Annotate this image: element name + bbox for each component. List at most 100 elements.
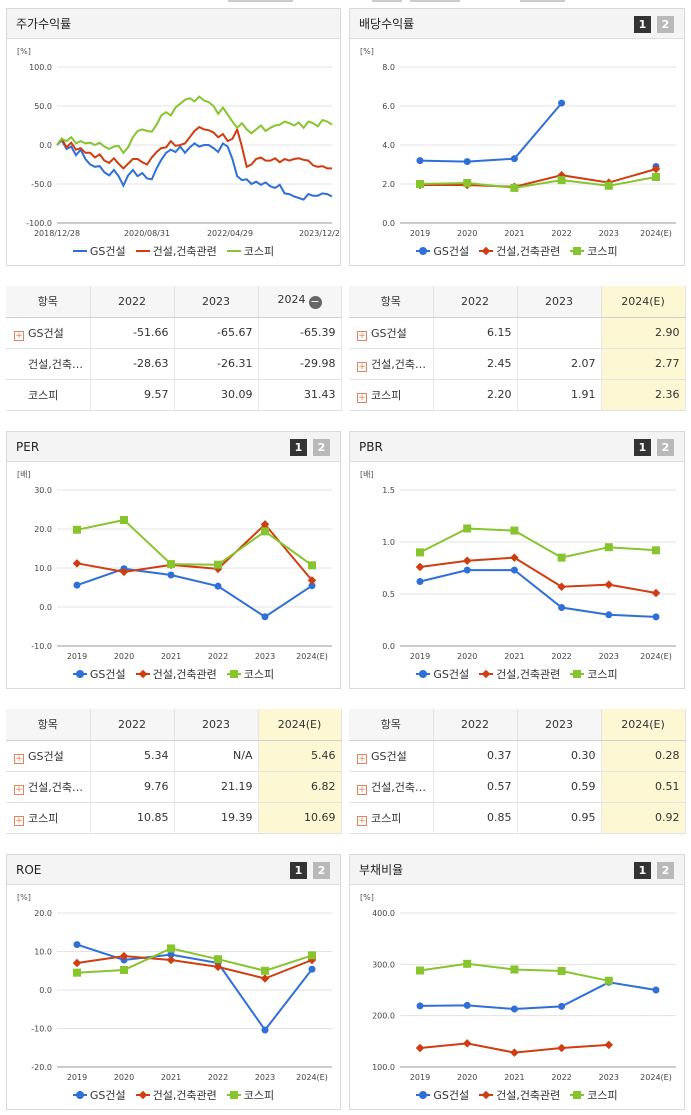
x-tick-label: 2021 [504,1073,524,1082]
data-point-s3 [416,966,424,975]
legend-item-s1[interactable]: GS건설 [72,1087,126,1103]
page-2-button[interactable]: 2 [313,439,330,456]
table-row: + GS건설 6.15 2.90 [349,317,686,349]
page-1-button[interactable]: 1 [634,16,651,33]
legend-marker [72,670,87,678]
data-point-s3 [604,543,613,552]
legend-marker [570,247,585,255]
legend-item-s2[interactable]: 건설,건축관련 [479,666,560,682]
y-tick-label: 0.0 [382,642,395,651]
collapse-icon[interactable]: − [308,295,322,310]
legend-item-s3[interactable]: 코스피 [570,666,618,682]
table-cell: 30.09 [174,379,259,411]
table-cell: 10.69 [258,802,342,834]
legend-marker [135,1091,150,1099]
page-2-button[interactable]: 2 [657,862,674,879]
legend-marker [479,247,494,255]
page-1-button[interactable]: 1 [634,439,651,456]
legend-item-s1[interactable]: GS건설 [416,666,469,682]
y-tick-label: 20.0 [34,909,52,918]
x-tick-label: 2021 [504,652,524,661]
row-label: 코스피 [6,379,91,411]
table-header-year: 2024− [258,286,342,318]
y-tick-label: 200.0 [372,1012,395,1021]
expand-plus-icon[interactable]: + [357,330,367,341]
table-cell: -29.98 [258,348,342,380]
legend-item-s2[interactable]: 건설,건축관련 [479,1087,560,1103]
data-point-s3 [214,955,222,964]
legend-item-s3[interactable]: 코스피 [226,243,274,259]
series-line-s2 [420,168,657,188]
table-header-year: 2023 [174,286,259,318]
table-header-year: 2024(E) [258,709,342,741]
expand-plus-icon[interactable]: + [357,361,367,372]
x-tick-label: 2020/08/31 [124,229,170,238]
table-cell: 2.20 [433,379,518,411]
x-tick-label: 2024(E) [640,652,672,661]
page-2-button[interactable]: 2 [313,862,330,879]
y-tick-label: -50.0 [31,180,52,189]
y-tick-label: 300.0 [372,960,395,969]
y-unit-label: [%] [17,47,31,56]
y-unit-label: [%] [17,893,31,902]
x-tick-label: 2020 [457,229,477,238]
series-line-s2 [76,955,313,980]
legend-item-s2[interactable]: 건설,건축관련 [479,243,560,259]
series-line-s2 [76,522,313,582]
series-line-s1 [56,138,333,201]
x-tick-label: 2024(E) [296,652,328,661]
data-point-s3 [261,527,269,536]
x-tick-label: 2023 [255,1073,275,1082]
legend-item-s1[interactable]: GS건설 [416,243,469,259]
table-header-item: 항목 [349,286,434,318]
table-row: + 코스피 0.85 0.95 0.92 [349,802,686,834]
expand-plus-icon[interactable]: + [14,815,24,826]
legend-label: 건설,건축관련 [496,1089,561,1102]
data-point-s3 [557,553,566,562]
row-label: + GS건설 [349,317,434,349]
data-point-s1 [463,1001,471,1009]
legend-item-s3[interactable]: 코스피 [226,666,274,682]
data-point-s1 [605,611,613,619]
table-cell: 2.90 [601,317,686,349]
legend-item-s3[interactable]: 코스피 [226,1087,274,1103]
legend-marker [226,1091,241,1099]
page-2-button[interactable]: 2 [657,16,674,33]
data-point-s3 [652,172,660,181]
expand-plus-icon[interactable]: + [357,753,367,764]
data-point-s2 [557,1043,566,1053]
legend-item-s2[interactable]: 건설,건축관련 [135,243,217,259]
page-2-button[interactable]: 2 [657,439,674,456]
dividend-table: 항목 2022 2023 2024(E) + GS건설 6.15 2.90 + 건설,건축… 2.4… [349,286,686,411]
expand-plus-icon[interactable]: + [357,815,367,826]
legend-item-s1[interactable]: GS건설 [416,1087,469,1103]
expand-plus-icon[interactable]: + [14,784,24,795]
table-cell: 0.28 [601,740,686,772]
data-point-s2 [72,559,82,568]
legend-item-s3[interactable]: 코스피 [570,243,618,259]
data-point-s1 [214,582,222,590]
y-tick-label: 8.0 [382,63,395,72]
data-point-s1 [558,604,566,612]
legend-label: 건설,건축관련 [496,245,561,258]
table-cell: -65.39 [258,317,342,349]
expand-plus-icon[interactable]: + [14,753,24,764]
legend-label: 코스피 [587,1089,618,1102]
table-header-item: 항목 [6,286,91,318]
legend-item-s2[interactable]: 건설,건축관련 [135,666,217,682]
page-1-button[interactable]: 1 [634,862,651,879]
data-point-s1 [463,158,471,166]
data-point-s2 [462,556,472,565]
legend-marker [479,670,494,678]
page-1-button[interactable]: 1 [290,439,307,456]
legend-item-s3[interactable]: 코스피 [570,1087,618,1103]
page-1-button[interactable]: 1 [290,862,307,879]
legend-item-s1[interactable]: GS건설 [72,243,126,259]
data-point-s3 [510,526,519,535]
expand-plus-icon[interactable]: + [357,784,367,795]
expand-plus-icon[interactable]: + [357,392,367,403]
expand-plus-icon[interactable]: + [14,330,24,341]
legend-item-s2[interactable]: 건설,건축관련 [135,1087,217,1103]
legend-item-s1[interactable]: GS건설 [72,666,126,682]
